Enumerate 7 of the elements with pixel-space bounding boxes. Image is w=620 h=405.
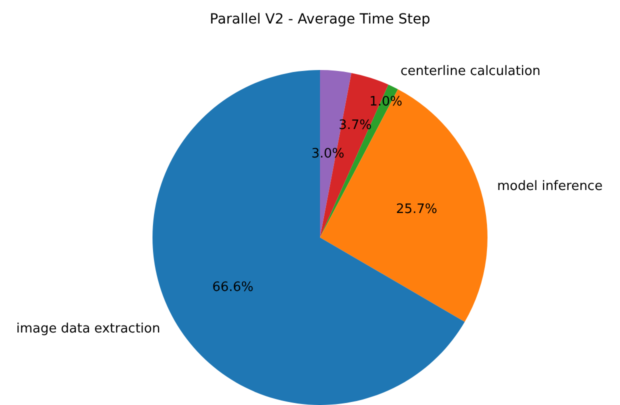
slice-label: centerline calculation <box>400 64 541 80</box>
slice-label: model inference <box>497 179 603 194</box>
data-label: 3.0% <box>311 146 344 162</box>
chart-title: Parallel V2 - Average Time Step <box>210 12 430 28</box>
data-label: 25.7% <box>396 202 438 218</box>
slice-label: image data extraction <box>16 322 160 337</box>
data-label: 66.6% <box>212 280 254 295</box>
